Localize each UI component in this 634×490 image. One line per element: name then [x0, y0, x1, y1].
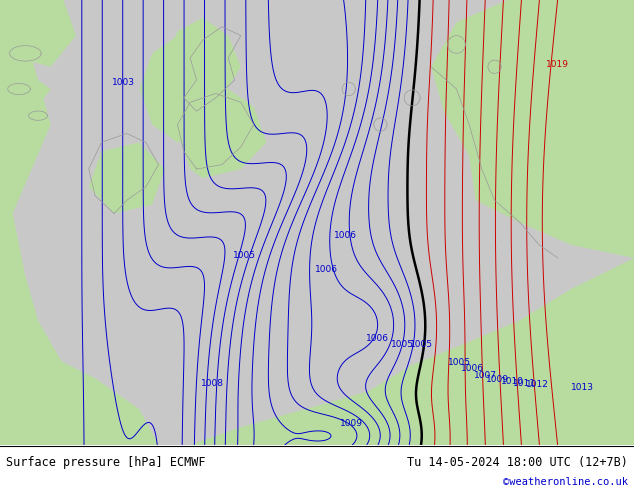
Polygon shape: [139, 36, 222, 143]
Text: Tu 14-05-2024 18:00 UTC (12+7B): Tu 14-05-2024 18:00 UTC (12+7B): [407, 456, 628, 468]
Polygon shape: [13, 75, 51, 107]
Polygon shape: [431, 0, 634, 258]
Text: ©weatheronline.co.uk: ©weatheronline.co.uk: [503, 477, 628, 487]
Text: 1005: 1005: [410, 341, 433, 349]
Text: 1006: 1006: [334, 231, 357, 240]
Polygon shape: [190, 258, 634, 445]
Polygon shape: [165, 18, 241, 111]
Text: Surface pressure [hPa] ECMWF: Surface pressure [hPa] ECMWF: [6, 456, 206, 468]
Text: 1010: 1010: [501, 377, 524, 386]
Text: 1011: 1011: [514, 379, 536, 388]
Polygon shape: [95, 267, 634, 445]
Polygon shape: [178, 89, 266, 178]
Polygon shape: [0, 0, 76, 67]
Text: 1013: 1013: [571, 384, 593, 392]
Text: 1006: 1006: [366, 334, 389, 343]
Text: 1005: 1005: [391, 341, 414, 349]
Text: 1005: 1005: [448, 358, 471, 367]
Text: 1006: 1006: [461, 364, 484, 373]
Text: 1003: 1003: [112, 78, 135, 87]
Text: 1009: 1009: [340, 419, 363, 428]
Polygon shape: [0, 289, 158, 445]
Text: 1005: 1005: [233, 251, 256, 260]
Text: 1007: 1007: [474, 371, 496, 380]
Text: 1012: 1012: [526, 380, 549, 390]
Text: 1008: 1008: [201, 379, 224, 388]
Polygon shape: [0, 0, 76, 445]
Text: 1006: 1006: [315, 265, 338, 274]
Text: 1019: 1019: [547, 60, 569, 69]
Polygon shape: [89, 143, 165, 214]
Text: 1009: 1009: [486, 374, 509, 384]
Polygon shape: [558, 80, 634, 156]
